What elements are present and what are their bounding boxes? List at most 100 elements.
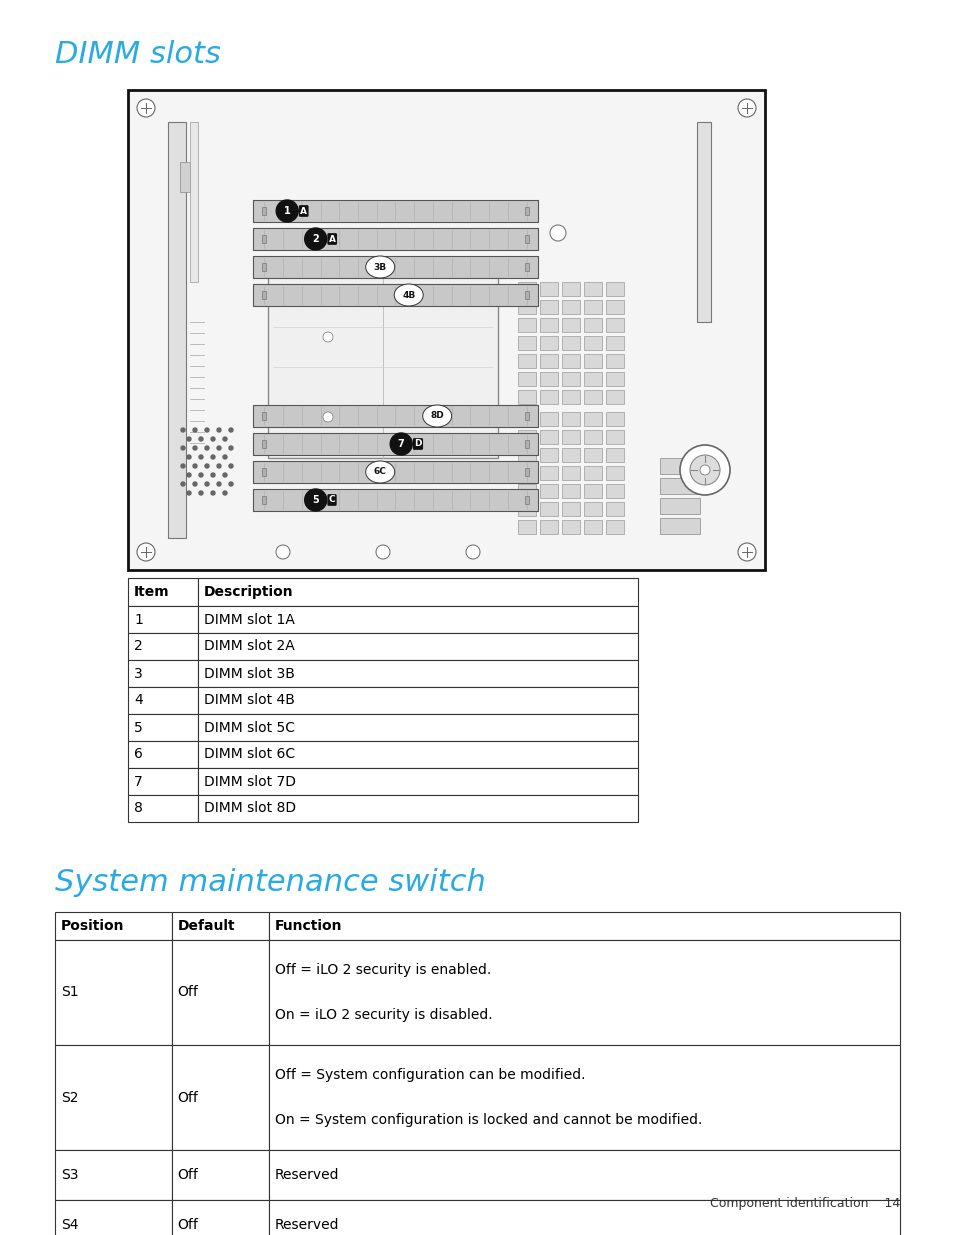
Bar <box>583 520 601 534</box>
Bar <box>269 1045 899 1150</box>
Text: 8: 8 <box>133 802 143 815</box>
Bar <box>172 1200 269 1235</box>
Circle shape <box>187 473 191 477</box>
Bar <box>605 354 623 368</box>
Circle shape <box>211 454 214 459</box>
Circle shape <box>199 454 203 459</box>
Text: Position: Position <box>61 919 125 932</box>
Bar <box>605 372 623 387</box>
Circle shape <box>211 437 214 441</box>
Circle shape <box>199 437 203 441</box>
Bar <box>172 1045 269 1150</box>
Bar <box>583 448 601 462</box>
Bar <box>517 372 536 387</box>
Bar <box>583 317 601 332</box>
Bar <box>561 390 579 404</box>
Bar <box>561 466 579 480</box>
Circle shape <box>304 489 326 511</box>
Text: S4: S4 <box>61 1218 78 1233</box>
Circle shape <box>275 545 290 559</box>
Circle shape <box>181 464 185 468</box>
Circle shape <box>181 446 185 450</box>
Bar <box>539 372 558 387</box>
Circle shape <box>211 473 214 477</box>
Circle shape <box>229 446 233 450</box>
Circle shape <box>137 543 154 561</box>
Bar <box>55 1150 172 1200</box>
Bar <box>517 448 536 462</box>
Bar <box>583 300 601 314</box>
Text: Item: Item <box>133 585 170 599</box>
Circle shape <box>187 454 191 459</box>
Bar <box>128 606 197 634</box>
Bar <box>659 478 700 494</box>
Circle shape <box>738 99 755 117</box>
Bar <box>583 390 601 404</box>
Circle shape <box>390 433 412 454</box>
Text: DIMM slot 4B: DIMM slot 4B <box>204 694 294 708</box>
Circle shape <box>223 454 227 459</box>
Bar <box>197 659 638 687</box>
Bar <box>659 517 700 534</box>
Bar <box>524 263 529 270</box>
Bar <box>253 489 537 511</box>
Bar <box>539 336 558 350</box>
Bar <box>561 282 579 296</box>
Bar <box>583 372 601 387</box>
Bar <box>517 520 536 534</box>
Bar <box>539 300 558 314</box>
Bar <box>128 714 197 741</box>
Circle shape <box>205 464 209 468</box>
Bar <box>128 90 764 571</box>
Text: Off = System configuration can be modified.: Off = System configuration can be modifi… <box>274 1068 585 1082</box>
Text: C: C <box>329 495 335 505</box>
Bar <box>197 578 638 606</box>
Text: 6: 6 <box>133 747 143 762</box>
Bar <box>524 412 529 420</box>
Bar <box>605 466 623 480</box>
Bar <box>172 940 269 1045</box>
Circle shape <box>193 482 196 487</box>
Bar <box>561 501 579 516</box>
Circle shape <box>187 492 191 495</box>
Text: On = System configuration is locked and cannot be modified.: On = System configuration is locked and … <box>274 1113 701 1128</box>
Bar <box>197 687 638 714</box>
Bar <box>605 412 623 426</box>
Bar <box>605 390 623 404</box>
Text: 8D: 8D <box>430 411 443 420</box>
Circle shape <box>216 429 221 432</box>
Bar <box>524 207 529 215</box>
Circle shape <box>199 473 203 477</box>
Text: 7: 7 <box>397 438 404 450</box>
Ellipse shape <box>365 256 395 278</box>
Bar <box>261 291 266 299</box>
Text: DIMM slot 6C: DIMM slot 6C <box>204 747 294 762</box>
Ellipse shape <box>422 405 451 427</box>
Text: S1: S1 <box>61 986 78 999</box>
Bar <box>561 336 579 350</box>
Circle shape <box>223 492 227 495</box>
Text: System maintenance switch: System maintenance switch <box>55 868 485 897</box>
Bar <box>253 256 537 278</box>
Bar <box>659 458 700 474</box>
Bar <box>197 741 638 768</box>
Circle shape <box>181 429 185 432</box>
Bar <box>197 714 638 741</box>
Circle shape <box>205 482 209 487</box>
Text: Off = iLO 2 security is enabled.: Off = iLO 2 security is enabled. <box>274 963 491 977</box>
Bar <box>659 498 700 514</box>
Bar <box>261 207 266 215</box>
Text: Off: Off <box>177 1168 198 1182</box>
Circle shape <box>738 543 755 561</box>
Bar <box>261 440 266 448</box>
Text: DIMM slots: DIMM slots <box>55 40 221 69</box>
Bar <box>583 412 601 426</box>
Circle shape <box>679 445 729 495</box>
Bar <box>517 300 536 314</box>
Bar <box>128 578 197 606</box>
Bar <box>269 940 899 1045</box>
Text: S2: S2 <box>61 1091 78 1104</box>
Bar <box>261 496 266 504</box>
Bar <box>269 1150 899 1200</box>
Circle shape <box>229 482 233 487</box>
